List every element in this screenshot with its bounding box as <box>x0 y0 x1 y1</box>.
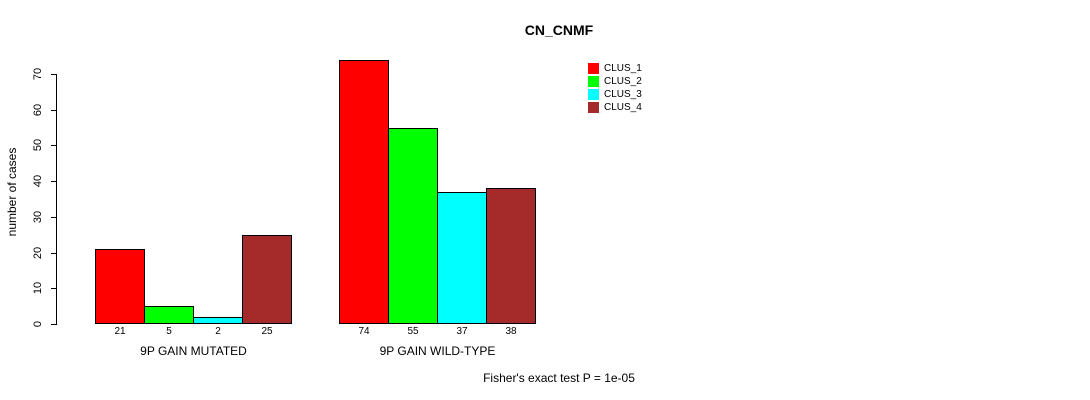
y-axis-tick <box>51 324 57 325</box>
legend-item-clus-1: CLUS_1 <box>588 62 642 75</box>
bar-value-label: 5 <box>166 326 172 337</box>
legend-swatch-clus-4 <box>588 102 599 113</box>
legend-swatch-clus-1 <box>588 63 599 74</box>
y-axis-line <box>56 74 57 325</box>
bar-clus_4-group1 <box>242 234 292 324</box>
y-axis-tick-label: 50 <box>32 139 44 152</box>
bar-value-label: 38 <box>505 326 517 337</box>
bar-clus_2-group2 <box>388 127 438 324</box>
y-axis-tick <box>51 74 57 75</box>
bar-value-label: 74 <box>358 326 370 337</box>
bar-value-label: 37 <box>456 326 468 337</box>
legend: CLUS_1 CLUS_2 CLUS_3 CLUS_4 <box>588 62 642 114</box>
annotation-fisher-test: Fisher's exact test P = 1e-05 <box>483 371 635 385</box>
x-group-label-wild-type: 9P GAIN WILD-TYPE <box>379 344 496 358</box>
bar-value-label: 2 <box>215 326 221 337</box>
bar-clus_1-group1 <box>95 249 145 324</box>
legend-swatch-clus-3 <box>588 89 599 100</box>
legend-label: CLUS_3 <box>604 89 642 100</box>
legend-label: CLUS_2 <box>604 76 642 87</box>
legend-label: CLUS_1 <box>604 63 642 74</box>
chart-title: CN_CNMF <box>524 22 594 38</box>
y-axis-tick-label: 70 <box>32 67 44 81</box>
bar-value-label: 21 <box>114 326 126 337</box>
bar-value-label: 55 <box>407 326 419 337</box>
y-axis-tick <box>51 288 57 290</box>
bar-clus_3-group1 <box>193 316 243 324</box>
y-axis-tick-label: 30 <box>32 210 44 224</box>
legend-label: CLUS_4 <box>604 102 642 113</box>
y-axis-tick-label: 40 <box>32 174 44 188</box>
legend-swatch-clus-2 <box>588 76 599 87</box>
legend-item-clus-3: CLUS_3 <box>588 88 642 101</box>
y-axis-tick <box>51 252 57 254</box>
legend-item-clus-2: CLUS_2 <box>588 75 642 88</box>
bar-value-label: 25 <box>261 326 273 337</box>
bar-clus_4-group2 <box>486 188 536 324</box>
y-axis-tick <box>51 216 57 218</box>
bar-clus_2-group1 <box>144 306 194 324</box>
y-axis-title: number of cases <box>5 147 19 237</box>
y-axis-tick-label: 20 <box>32 246 44 259</box>
bar-clus_3-group2 <box>437 191 487 324</box>
bar-clus_1-group2 <box>339 59 389 324</box>
y-axis-tick <box>51 181 57 183</box>
y-axis-tick <box>51 109 57 111</box>
y-axis-tick-label: 60 <box>32 103 44 116</box>
x-group-label-mutated: 9P GAIN MUTATED <box>140 344 247 358</box>
legend-item-clus-4: CLUS_4 <box>588 101 642 114</box>
y-axis-tick <box>51 145 57 147</box>
y-axis-tick-label: 0 <box>32 320 44 328</box>
y-axis-tick-label: 10 <box>32 282 44 295</box>
